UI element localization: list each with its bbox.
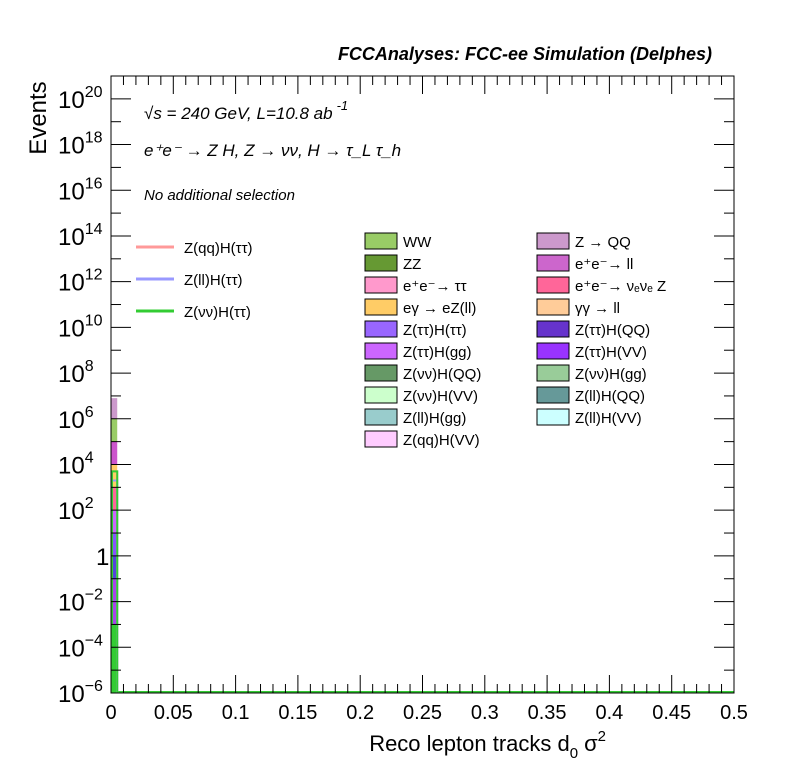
x-tick-label: 0.05 — [154, 702, 193, 724]
legend-swatch-bkg — [364, 430, 398, 448]
legend-swatch-bkg — [536, 408, 570, 426]
x-tick-label: 0.45 — [652, 702, 691, 724]
annotations: √s = 240 GeV, L=10.8 ab -1 e⁺e⁻ → Z H, Z … — [144, 98, 401, 204]
legend-label-bkg: Z(ττ)H(ττ) — [403, 322, 467, 339]
plot-background — [111, 76, 734, 693]
x-tick-label: 0.35 — [528, 702, 567, 724]
energy-sup: -1 — [337, 98, 349, 113]
x-axis-label-sup: 2 — [598, 728, 606, 745]
y-tick-label: 104 — [58, 449, 94, 479]
y-tick-label: 10−6 — [58, 678, 103, 708]
legend-swatch-bkg — [536, 232, 570, 250]
legend-label-bkg: e⁺e⁻→ ll — [575, 256, 633, 273]
signal-legend: Z(qq)H(ττ) Z(ll)H(ττ) Z(νν)H(ττ) — [136, 240, 253, 321]
legend-label-bkg: Z(ττ)H(gg) — [403, 344, 472, 361]
legend-swatch-bkg — [364, 298, 398, 316]
x-axis-label-sub: 0 — [570, 745, 578, 762]
y-tick-label: 1 — [96, 544, 109, 571]
plot-area — [111, 76, 734, 693]
legend-label-bkg: e⁺e⁻→ νₑνₑ Z — [575, 278, 666, 295]
stack-segment-7 — [111, 441, 118, 465]
legend-label-bkg: Z(νν)H(gg) — [575, 366, 647, 383]
legend-label-bkg: Z(ττ)H(QQ) — [575, 322, 650, 339]
stack-segment-8 — [111, 418, 118, 442]
legend-swatch-bkg — [536, 386, 570, 404]
legend-swatch-bkg — [364, 386, 398, 404]
legend-label-bkg: Z(νν)H(QQ) — [403, 366, 481, 383]
legend-label-bkg: Z(νν)H(VV) — [403, 388, 478, 405]
stack-segment-4 — [111, 510, 118, 534]
y-tick-label: 1014 — [58, 221, 103, 251]
chart-title: FCCAnalyses: FCC-ee Simulation (Delphes) — [338, 44, 712, 64]
legend-swatch-bkg — [364, 232, 398, 250]
legend-label-bkg: Z(ll)H(gg) — [403, 410, 466, 427]
legend-label-bkg: Z → QQ — [575, 234, 631, 251]
legend-label-bkg: Z(qq)H(VV) — [403, 432, 480, 449]
x-tick-label: 0.25 — [403, 702, 442, 724]
stack-segment-2 — [111, 555, 118, 579]
x-axis: 0 0.05 0.1 0.15 0.2 0.25 0.3 0.35 0.4 0.45 0.5 — [105, 76, 748, 724]
legend-swatch-bkg — [364, 342, 398, 360]
x-tick-label: 0.5 — [720, 702, 748, 724]
y-tick-label: 102 — [58, 495, 94, 525]
x-axis-label-main: Reco lepton tracks d — [369, 731, 570, 756]
legend-swatch-bkg — [364, 320, 398, 338]
legend-label-bkg: γγ → ll — [575, 300, 620, 317]
y-axis-label: Events — [25, 81, 52, 154]
selection-annotation: No additional selection — [144, 187, 295, 204]
legend-label-bkg: eγ → eZ(ll) — [403, 300, 476, 317]
process-annotation: e⁺e⁻ → Z H, Z → νν, H → τ_L τ_h — [144, 141, 401, 160]
legend-label-bkg: e⁺e⁻→ ττ — [403, 278, 467, 295]
x-axis-label: Reco lepton tracks d0 σ2 — [369, 728, 606, 762]
background-legend: WW ZZ e⁺e⁻→ ττ eγ → eZ(ll) Z(ττ)H(ττ) Z(ττ)H(… — [364, 232, 666, 449]
legend-swatch-bkg — [536, 298, 570, 316]
signal-line-2 — [111, 470, 119, 693]
legend-swatch-bkg — [364, 408, 398, 426]
y-tick-label: 10−2 — [58, 587, 103, 617]
x-tick-label: 0.2 — [346, 702, 374, 724]
y-tick-label: 1018 — [58, 130, 103, 160]
y-tick-label: 1010 — [58, 312, 103, 342]
y-tick-label: 1012 — [58, 267, 103, 297]
stack-segment-3 — [111, 533, 118, 556]
y-tick-label: 108 — [58, 358, 94, 388]
y-tick-label: 106 — [58, 404, 94, 434]
y-tick-label: 1020 — [58, 84, 103, 114]
legend-swatch-bkg — [364, 254, 398, 272]
legend-label-bkg: Z(ll)H(QQ) — [575, 388, 645, 405]
stack-segment-0 — [111, 624, 118, 693]
x-axis-label-suffix: σ — [584, 731, 598, 756]
legend-swatch-bkg — [536, 254, 570, 272]
stack-segment-6 — [111, 464, 118, 488]
legend-swatch-bkg — [536, 320, 570, 338]
legend-label-bkg: Z(ll)H(VV) — [575, 410, 642, 427]
legend-label-signal-2: Z(νν)H(ττ) — [184, 304, 251, 321]
legend-label-signal-1: Z(ll)H(ττ) — [184, 272, 243, 289]
legend-swatch-bkg — [536, 364, 570, 382]
stack-segment-5 — [111, 487, 118, 511]
legend-swatch-bkg — [536, 342, 570, 360]
energy-text: √s = 240 GeV, L=10.8 ab — [144, 104, 333, 123]
legend-label-bkg: WW — [403, 234, 432, 251]
energy-annotation: √s = 240 GeV, L=10.8 ab -1 — [144, 98, 348, 123]
x-tick-label: 0.1 — [222, 702, 250, 724]
legend-label-signal-0: Z(qq)H(ττ) — [184, 240, 253, 257]
legend-swatch-bkg — [364, 276, 398, 294]
x-tick-label: 0 — [105, 702, 116, 724]
y-tick-label: 10−4 — [58, 632, 103, 662]
legend-swatch-bkg — [536, 276, 570, 294]
stack-segment-9 — [111, 398, 118, 419]
legend-label-bkg: ZZ — [403, 256, 421, 273]
legend-swatch-bkg — [364, 364, 398, 382]
x-tick-label: 0.15 — [278, 702, 317, 724]
y-tick-label: 1016 — [58, 175, 103, 205]
x-tick-label: 0.3 — [471, 702, 499, 724]
legend-label-bkg: Z(ττ)H(VV) — [575, 344, 647, 361]
x-tick-label: 0.4 — [595, 702, 623, 724]
